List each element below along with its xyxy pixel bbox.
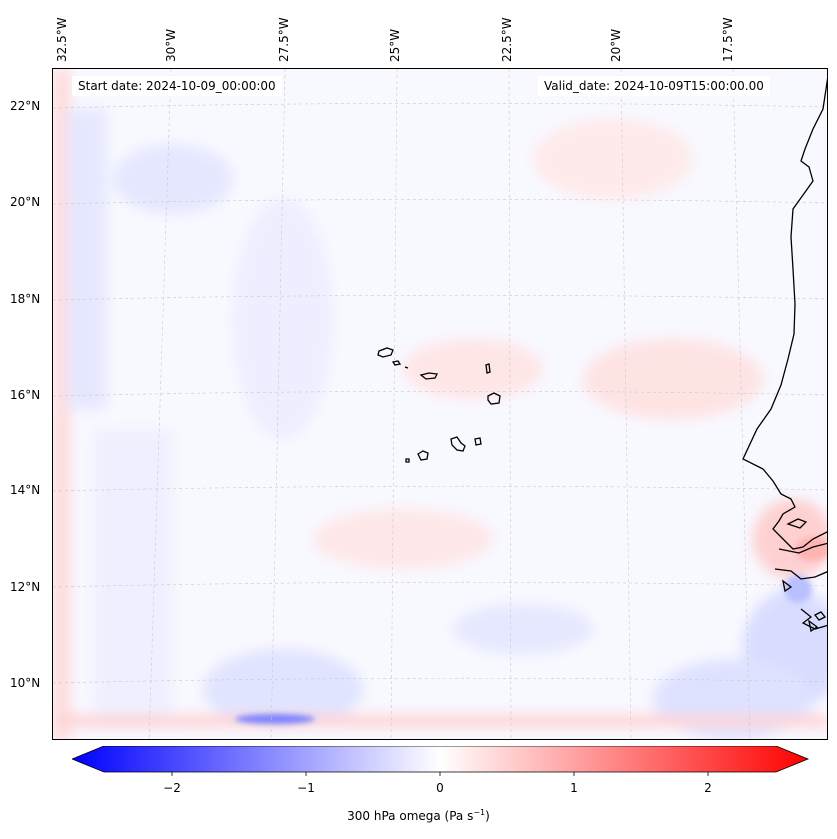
colorbar-ticks	[171, 772, 709, 776]
lon-label-30w: 30°W	[164, 28, 178, 62]
map-panel[interactable]	[52, 68, 828, 740]
lat-label-20n: 20°N	[10, 195, 41, 209]
lat-label-16n: 16°N	[10, 388, 41, 402]
african-coastline	[742, 77, 827, 633]
island-sal	[485, 363, 491, 374]
coast-mauritania-senegal	[742, 77, 827, 550]
omega-field-map	[53, 69, 827, 739]
colorbar-tick-0: 0	[436, 781, 444, 795]
omega-shading	[53, 69, 827, 739]
west-edge-positive	[53, 69, 71, 739]
colorbar-label-exponent: −1	[473, 808, 486, 817]
colorbar-tick-2: 2	[704, 781, 712, 795]
south-edge-positive	[53, 715, 827, 727]
island-santa-luzia	[404, 366, 409, 369]
lat-label-18n: 18°N	[10, 292, 41, 306]
lon-label-25w: 25°W	[388, 28, 402, 62]
colorbar-label-text: 300 hPa omega (Pa s	[347, 809, 474, 823]
island-brava	[405, 458, 410, 463]
valid-date-label: Valid_date: 2024-10-09T15:00:00.00	[538, 76, 770, 96]
coast-gambia	[786, 518, 808, 529]
lon-label-17-5w: 17.5°W	[721, 17, 735, 62]
lon-label-27-5w: 27.5°W	[277, 17, 291, 62]
island-sao-nicolau	[419, 372, 438, 380]
coast-guinea-bissau	[774, 568, 827, 580]
lon-label-20w: 20°W	[609, 28, 623, 62]
island-maio	[474, 437, 482, 446]
lat-label-12n: 12°N	[10, 580, 41, 594]
lon-label-32-5w: 32.5°W	[55, 17, 69, 62]
colorbar-label: 300 hPa omega (Pa s−1)	[0, 808, 837, 823]
island-sao-vicente	[391, 360, 402, 366]
island-santiago	[450, 436, 466, 452]
colorbar-label-close: )	[485, 809, 490, 823]
island-santo-antao	[377, 347, 394, 358]
coast-guinea	[800, 608, 827, 630]
lat-label-10n: 10°N	[10, 676, 41, 690]
cape-verde-islands	[377, 347, 501, 463]
colorbar-bar	[72, 746, 810, 773]
island-boa-vista	[487, 392, 501, 405]
island-fogo	[417, 450, 429, 461]
colorbar-tick-minus1: −1	[297, 781, 315, 795]
start-date-label: Start date: 2024-10-09_00:00:00	[72, 76, 282, 96]
west-negative-band	[67, 109, 107, 409]
lon-label-22-5w: 22.5°W	[500, 17, 514, 62]
graticule	[53, 69, 827, 739]
colorbar: −2 −1 0 1 2	[72, 746, 810, 795]
lat-label-22n: 22°N	[10, 99, 41, 113]
colorbar-tick-1: 1	[570, 781, 578, 795]
colorbar-tick-minus2: −2	[163, 781, 181, 795]
lat-label-14n: 14°N	[10, 483, 41, 497]
